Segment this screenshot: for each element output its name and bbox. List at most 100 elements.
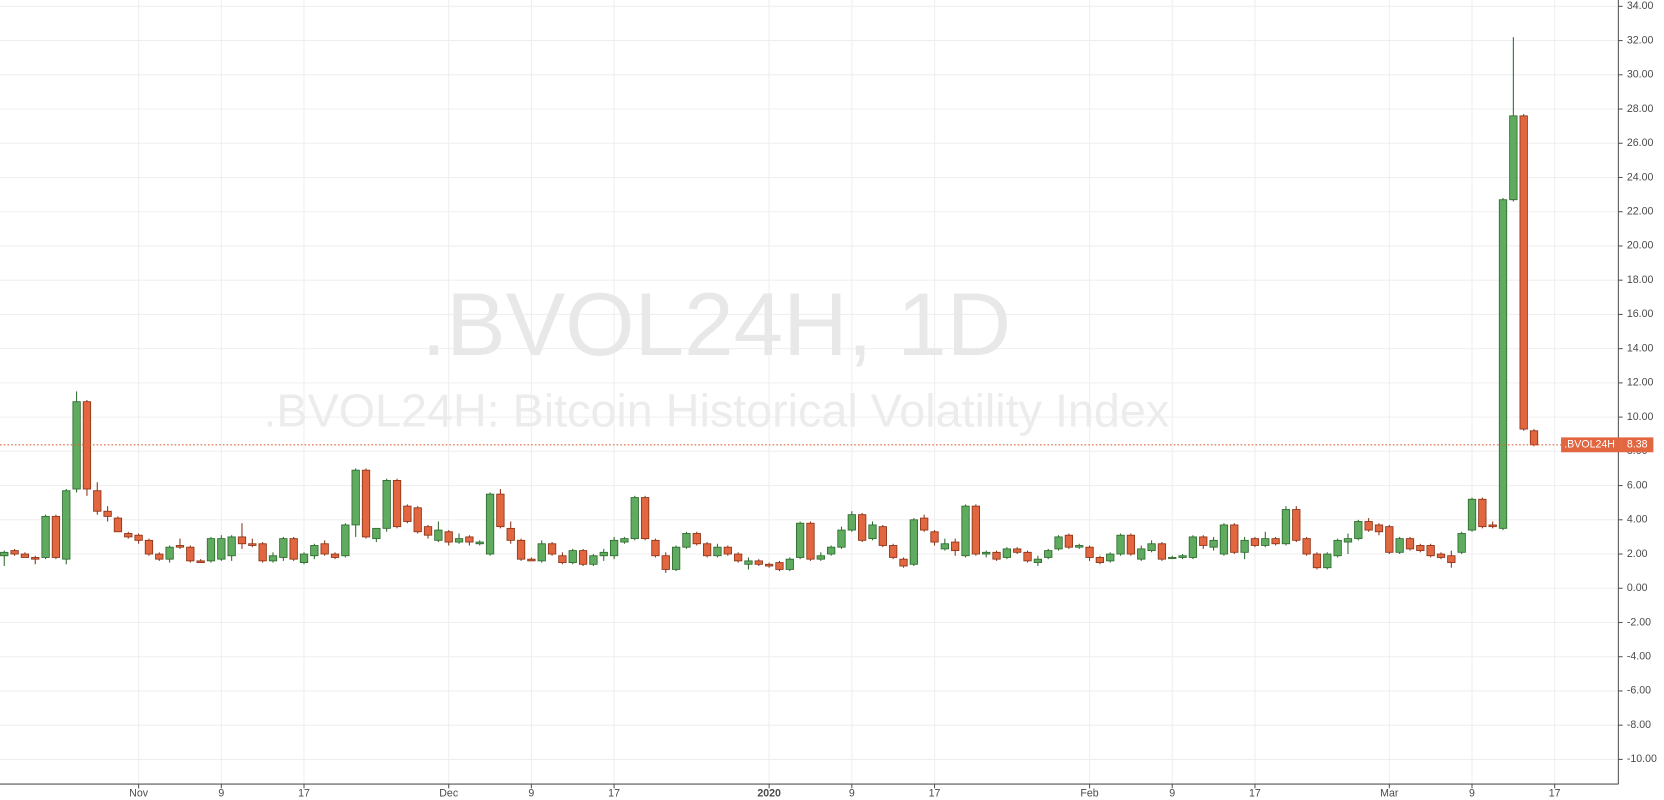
candle-body [444, 531, 453, 543]
candle-body [1426, 545, 1435, 557]
candle-body [516, 539, 526, 560]
candle-body [1302, 538, 1311, 555]
x-tick-label: 17 [1549, 787, 1561, 799]
candle-body [1116, 534, 1125, 555]
candle-body [547, 543, 557, 555]
y-tick-label: 24.00 [1627, 171, 1654, 183]
y-tick-label: 14.00 [1627, 342, 1654, 354]
candle-body [475, 541, 484, 545]
x-tick-label: 9 [1469, 787, 1475, 799]
candle-body [764, 563, 774, 567]
candle-body [1405, 538, 1415, 550]
candle-body [72, 401, 81, 490]
candle-body [1199, 536, 1208, 546]
candle-body [454, 538, 464, 543]
candle-body [1333, 539, 1342, 557]
candle-body [320, 543, 329, 555]
candle-body [279, 538, 288, 558]
candle-body [1478, 498, 1487, 528]
candle-body [1519, 115, 1528, 430]
candle-body [1209, 539, 1218, 548]
x-tick-label: 17 [929, 787, 941, 799]
candle-body [196, 560, 205, 564]
watermark-title: .BVOL24H, 1D [422, 274, 1012, 374]
candle-body [155, 553, 164, 560]
candle-body [816, 555, 825, 560]
candle-body [599, 551, 608, 557]
candle-body [330, 553, 340, 558]
candle-body [1395, 538, 1404, 553]
candle-body [403, 505, 412, 522]
candle-body [1354, 521, 1363, 540]
y-tick-label: 6.00 [1627, 479, 1648, 491]
x-tick-label: Feb [1080, 787, 1098, 799]
candle-body [206, 538, 216, 562]
candle-body [1261, 538, 1270, 546]
candle-body [1385, 526, 1394, 553]
candle-body [806, 522, 815, 560]
candle-body [609, 539, 619, 557]
candle-body [1240, 539, 1249, 553]
candle-body [630, 497, 639, 540]
candle-body [0, 551, 9, 557]
candle-body [10, 550, 19, 555]
candle-body [796, 522, 805, 558]
candle-body [124, 533, 133, 538]
candle-body [144, 539, 154, 555]
candle-body [878, 526, 887, 546]
candle-body [1230, 524, 1239, 553]
candle-body [723, 546, 732, 555]
x-tick-label: 9 [528, 787, 534, 799]
candle-body [423, 526, 433, 536]
watermark-subtitle: .BVOL24H: Bitcoin Historical Volatility … [263, 385, 1169, 437]
candle-body [1075, 545, 1084, 548]
candle-body [671, 546, 681, 570]
candle-body [982, 551, 991, 555]
candle-body [589, 555, 598, 565]
candle-body [237, 536, 247, 545]
candle-body [1033, 558, 1043, 564]
candle-body [858, 514, 867, 541]
candle-body [258, 543, 267, 562]
x-tick-label: 9 [849, 787, 855, 799]
candle-body [103, 510, 112, 517]
y-tick-label: -10.00 [1627, 753, 1657, 765]
candle-body [1219, 524, 1229, 555]
candle-body [620, 538, 629, 543]
candle-body [1374, 524, 1384, 533]
y-tick-label: 12.00 [1627, 377, 1654, 389]
candle-body [382, 480, 391, 529]
y-tick-label: 26.00 [1627, 137, 1654, 149]
candle-body [847, 514, 856, 531]
candle-body [889, 545, 898, 558]
candle-body [744, 560, 753, 565]
candle-body [1013, 548, 1022, 553]
x-tick-label: 17 [298, 787, 310, 799]
candle-body [1023, 551, 1032, 562]
x-tick-label: Mar [1380, 787, 1399, 799]
candle-body [1002, 548, 1012, 558]
candle-body [1343, 538, 1353, 543]
y-tick-label: 30.00 [1627, 69, 1654, 81]
candle-body [1271, 538, 1280, 545]
candle-body [1157, 543, 1167, 560]
candle-body [837, 529, 846, 548]
candle-body [785, 558, 794, 570]
candle-body [1509, 115, 1518, 201]
price-tag-value-bg [1621, 437, 1654, 453]
candle-body [1044, 550, 1053, 558]
candle-body [909, 519, 918, 565]
candle-body [1054, 536, 1063, 550]
candle-body [1137, 548, 1146, 560]
candle-body [640, 497, 650, 540]
candle-body [868, 524, 877, 540]
candle-body [527, 558, 536, 562]
candle-body [775, 562, 784, 570]
candle-body [485, 493, 495, 555]
candle-body [1064, 534, 1074, 548]
candle-body [392, 480, 402, 528]
y-tick-label: -8.00 [1627, 719, 1651, 731]
candle-body [930, 531, 939, 543]
candle-body [971, 505, 980, 555]
